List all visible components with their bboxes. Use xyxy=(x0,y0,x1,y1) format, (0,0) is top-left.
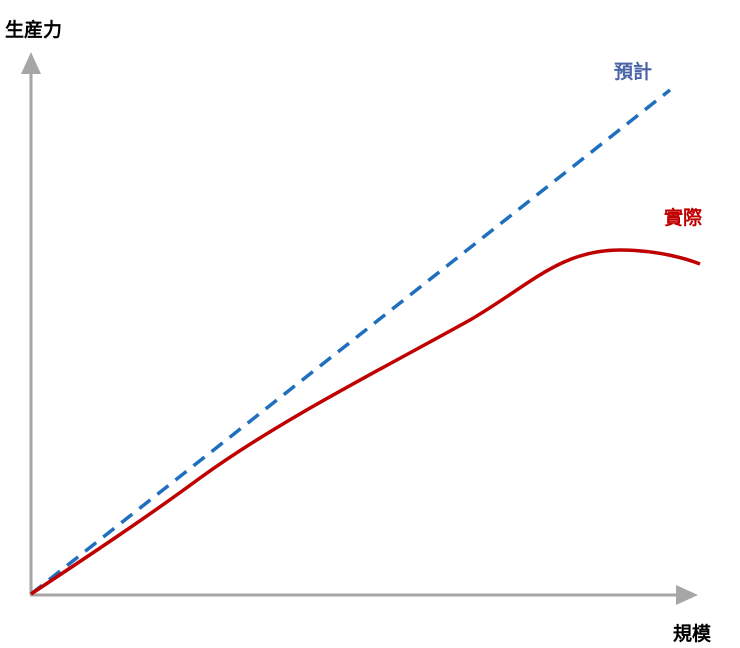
actual-label: 實際 xyxy=(664,206,703,229)
x-axis-arrow xyxy=(676,585,698,605)
expected-line xyxy=(29,88,672,596)
y-axis-arrow xyxy=(21,52,41,74)
expected-label: 預計 xyxy=(614,60,652,83)
y-axis-label: 生産力 xyxy=(5,18,62,41)
actual-line xyxy=(30,248,701,596)
x-axis-label: 規模 xyxy=(673,622,712,645)
